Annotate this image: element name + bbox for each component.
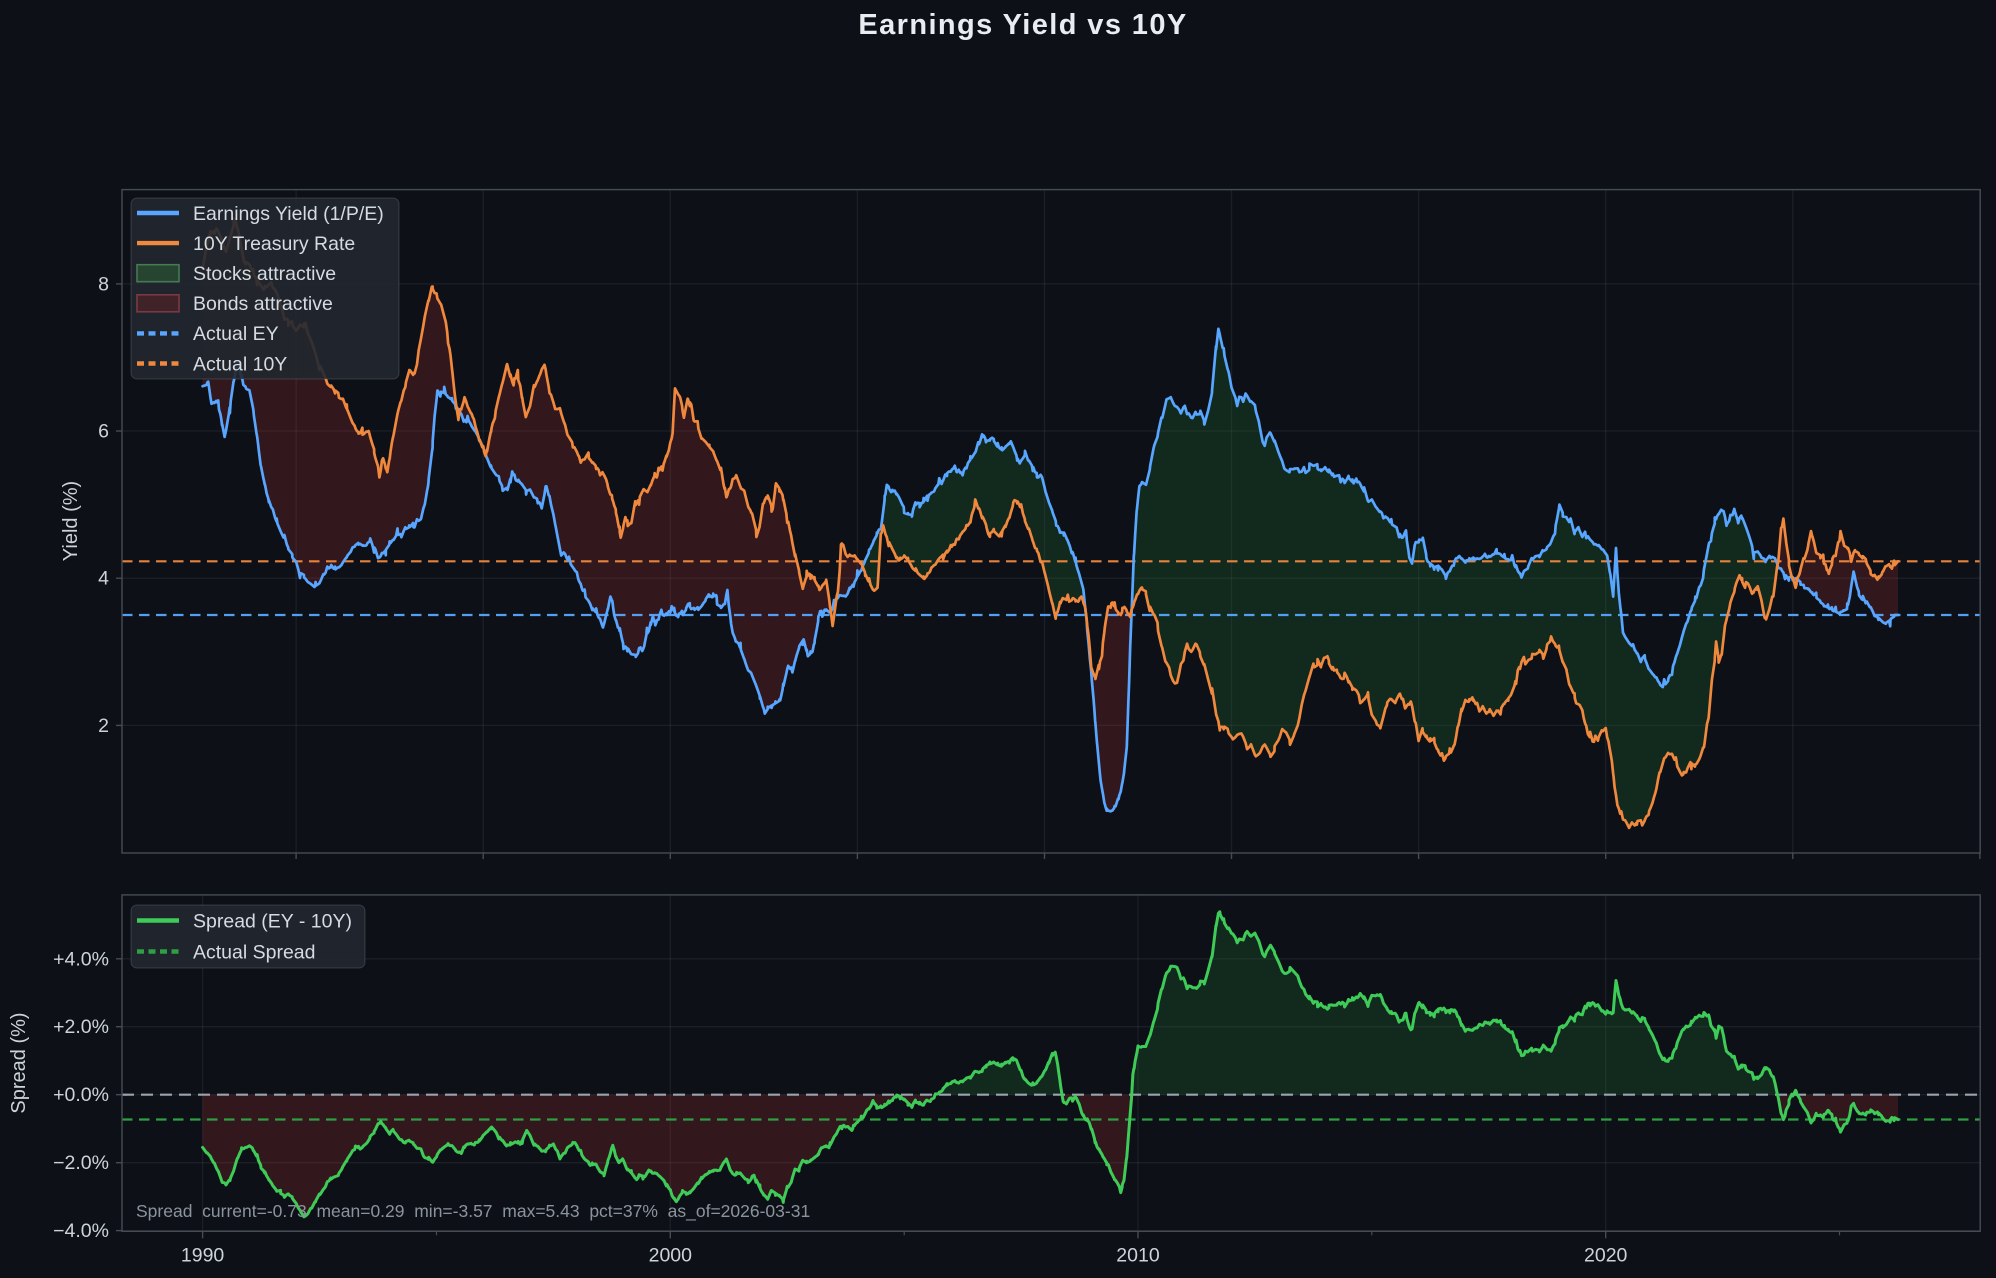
svg-text:10Y Treasury Rate: 10Y Treasury Rate <box>193 233 355 255</box>
svg-text:+0.0%: +0.0% <box>53 1084 109 1106</box>
svg-text:−4.0%: −4.0% <box>53 1220 109 1242</box>
svg-text:Spread (EY - 10Y): Spread (EY - 10Y) <box>193 910 352 932</box>
svg-text:2000: 2000 <box>649 1244 693 1266</box>
svg-text:4: 4 <box>98 568 109 590</box>
svg-text:Spread current=-0.73 mean=0.: Spread current=-0.73 mean=0.29 min=-3.57… <box>136 1201 810 1222</box>
svg-text:2010: 2010 <box>1116 1244 1160 1266</box>
svg-text:Stocks attractive: Stocks attractive <box>193 263 336 285</box>
svg-text:−2.0%: −2.0% <box>53 1152 109 1174</box>
svg-text:+2.0%: +2.0% <box>53 1016 109 1038</box>
svg-text:Earnings Yield (1/P/E): Earnings Yield (1/P/E) <box>193 203 384 225</box>
svg-text:+4.0%: +4.0% <box>53 948 109 970</box>
svg-text:Yield (%): Yield (%) <box>60 481 82 561</box>
svg-text:Earnings Yield vs 10Y: Earnings Yield vs 10Y <box>858 9 1187 41</box>
svg-text:Actual Spread: Actual Spread <box>193 941 316 963</box>
svg-text:Actual 10Y: Actual 10Y <box>193 353 287 375</box>
svg-text:2020: 2020 <box>1584 1244 1628 1266</box>
svg-text:8: 8 <box>98 273 109 295</box>
svg-text:Actual EY: Actual EY <box>193 323 279 345</box>
svg-text:1990: 1990 <box>181 1244 225 1266</box>
svg-text:6: 6 <box>98 421 109 443</box>
svg-text:Spread (%): Spread (%) <box>8 1012 30 1113</box>
svg-text:Bonds attractive: Bonds attractive <box>193 293 333 315</box>
svg-text:2: 2 <box>98 715 109 737</box>
